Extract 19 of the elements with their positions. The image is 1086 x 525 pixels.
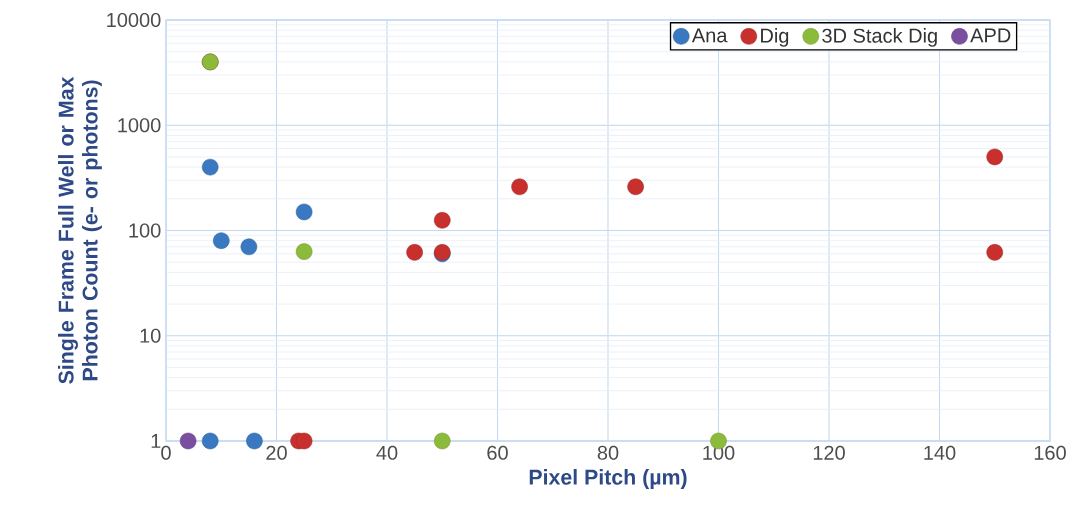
x-tick-label: 0 — [161, 445, 171, 460]
x-tick-label: 120 — [813, 445, 845, 460]
y-tick-label: 1000 — [118, 118, 161, 133]
legend-label: Ana — [691, 28, 728, 43]
legend-label: APD — [970, 28, 1011, 43]
y-tick-label: 100 — [129, 223, 161, 238]
legend-label: Dig — [761, 28, 789, 47]
legend-label: 3D Stack Dig — [822, 28, 937, 47]
y-axis-title: Single Frame Full Well or Max Photon Count (e- or photons) — [57, 76, 102, 384]
x-tick-label: 140 — [924, 445, 956, 460]
x-axis-title: Pixel Pitch (µm) — [529, 469, 687, 489]
x-tick-label: 40 — [376, 445, 398, 460]
x-tick-label: 20 — [266, 445, 287, 460]
y-tick-label: 10 — [140, 328, 161, 343]
x-tick-label: 160 — [1034, 445, 1066, 460]
x-tick-label: 80 — [597, 445, 619, 460]
x-tick-label: 60 — [487, 445, 508, 460]
y-tick-label: 10000 — [107, 12, 161, 28]
y-tick-label: 1 — [151, 434, 161, 448]
